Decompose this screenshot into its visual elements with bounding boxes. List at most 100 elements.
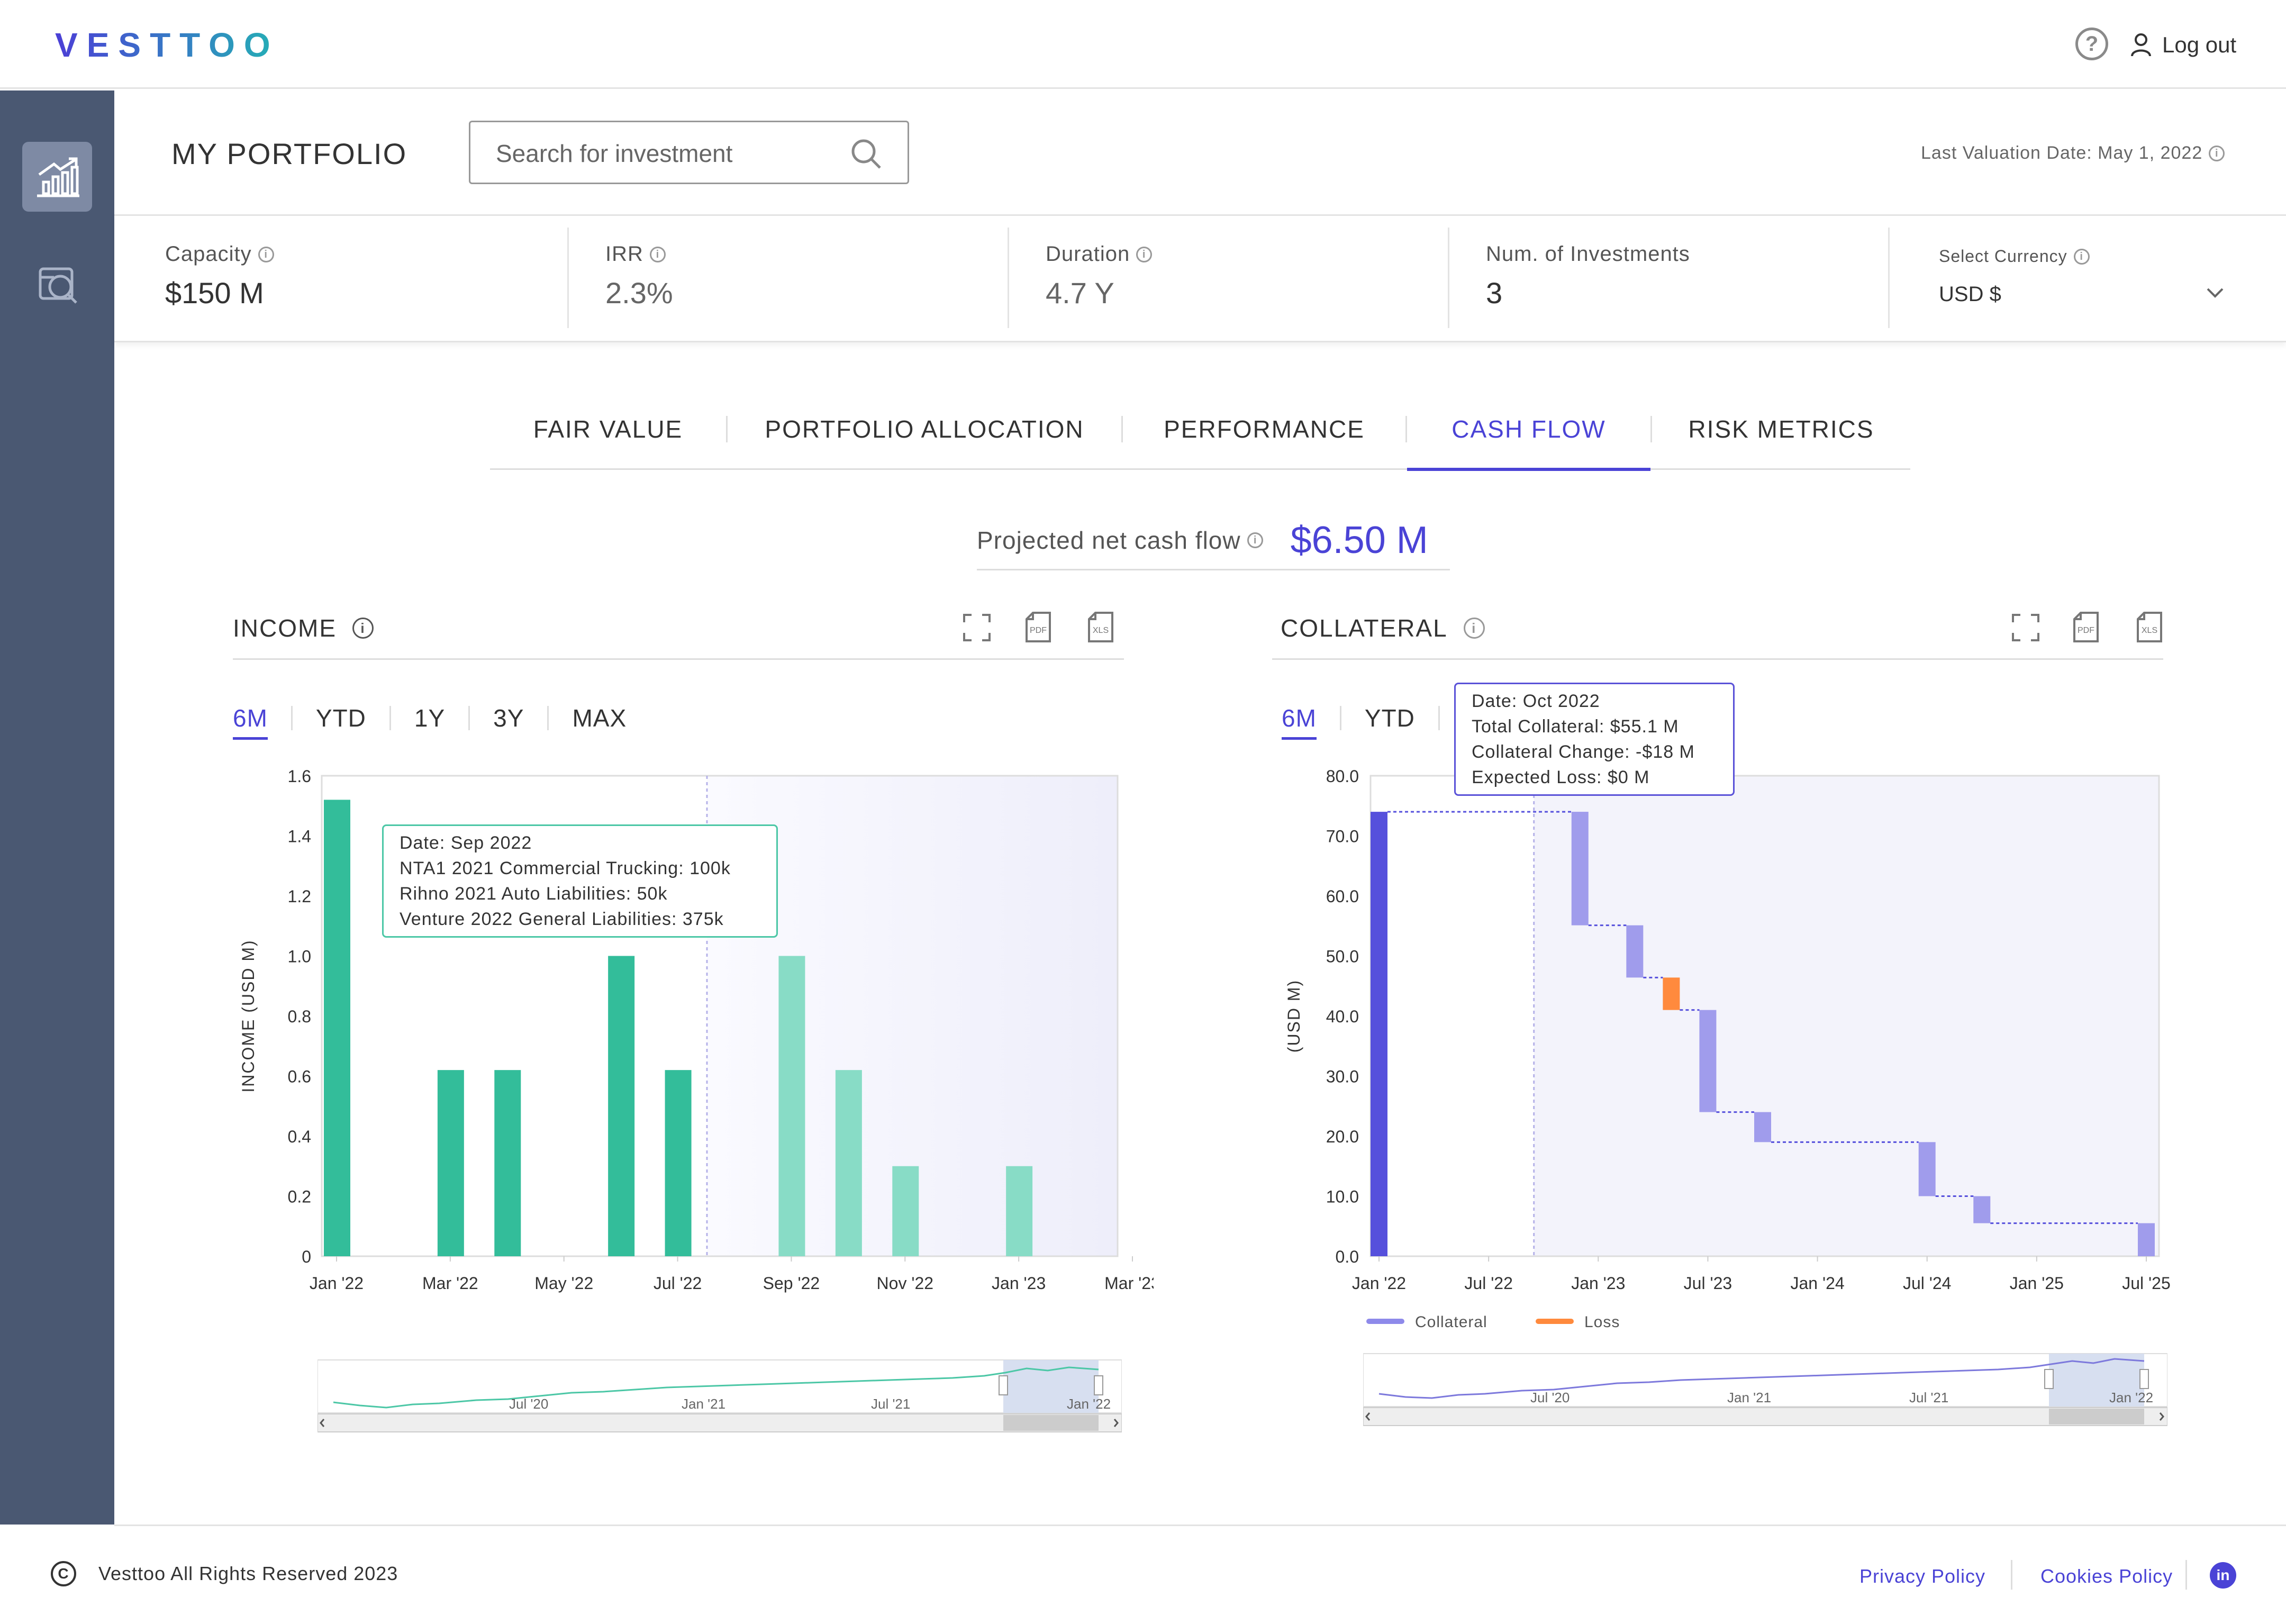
info-icon[interactable]: i bbox=[1247, 532, 1263, 548]
legend-swatch bbox=[1366, 1319, 1404, 1324]
collateral-bar bbox=[1371, 812, 1387, 1256]
tab-bar: FAIR VALUE PORTFOLIO ALLOCATION PERFORMA… bbox=[490, 389, 1910, 471]
x-tick-label: Jan '22 bbox=[310, 1274, 364, 1293]
bar bbox=[608, 956, 635, 1256]
y-tick-label: 80.0 bbox=[1326, 767, 1359, 786]
linkedin-icon[interactable]: in bbox=[2210, 1562, 2236, 1589]
privacy-policy-link[interactable]: Privacy Policy bbox=[1859, 1565, 1986, 1587]
range-separator bbox=[1339, 706, 1341, 730]
stat-label: Capacity bbox=[165, 242, 252, 266]
info-icon[interactable]: i bbox=[1463, 618, 1485, 639]
stat-label: Duration bbox=[1046, 242, 1130, 266]
x-tick-label: Jul '24 bbox=[1903, 1274, 1952, 1293]
stat-value: 2.3% bbox=[605, 276, 673, 310]
tab-risk-metrics[interactable]: RISK METRICS bbox=[1688, 415, 1874, 443]
info-icon[interactable]: i bbox=[649, 246, 666, 262]
collateral-range-selector: 6M YTD bbox=[1282, 704, 1440, 740]
navigator-label: Jan '22 bbox=[1067, 1396, 1111, 1412]
y-tick-label: 0.2 bbox=[288, 1187, 311, 1206]
y-tick-label: 10.0 bbox=[1326, 1187, 1359, 1206]
y-tick-label: 0.6 bbox=[288, 1067, 311, 1086]
collateral-bar bbox=[1973, 1196, 1991, 1223]
tooltip-line: Collateral Change: -$18 M bbox=[1472, 742, 1695, 762]
help-icon[interactable]: ? bbox=[2075, 28, 2108, 60]
pdf-icon[interactable]: PDF bbox=[2071, 610, 2103, 645]
stat-irr: IRR i 2.3% bbox=[605, 242, 673, 310]
range-3y[interactable]: 3Y bbox=[493, 704, 524, 732]
income-rule bbox=[233, 658, 1124, 660]
footer-separator bbox=[2011, 1560, 2012, 1590]
collateral-rule bbox=[1272, 658, 2163, 660]
xls-icon[interactable]: XLS bbox=[2135, 610, 2166, 645]
page-title: MY PORTFOLIO bbox=[171, 137, 407, 170]
y-tick-label: 1.4 bbox=[288, 827, 311, 846]
xls-label: XLS bbox=[1093, 626, 1109, 635]
navigator-label: Jan '21 bbox=[1727, 1390, 1771, 1405]
pdf-label: PDF bbox=[1030, 626, 1047, 635]
navigator-label: Jul '21 bbox=[871, 1396, 910, 1412]
plot-frame bbox=[321, 775, 1119, 1257]
cookies-policy-link[interactable]: Cookies Policy bbox=[2040, 1565, 2173, 1587]
stat-label: Num. of Investments bbox=[1486, 242, 1690, 266]
sidebar bbox=[0, 90, 114, 1525]
collateral-navigator[interactable]: Jul '20 Jan '21 Jul '21 Jan '22 bbox=[1363, 1348, 2167, 1428]
y-tick-label: 0.0 bbox=[1336, 1247, 1359, 1266]
tooltip-line: Expected Loss: $0 M bbox=[1472, 767, 1650, 787]
xls-icon[interactable]: XLS bbox=[1086, 610, 1118, 645]
y-tick-label: 30.0 bbox=[1326, 1067, 1359, 1086]
range-separator bbox=[547, 706, 549, 730]
logout-label: Log out bbox=[2162, 32, 2237, 57]
last-valuation-text: Last Valuation Date: May 1, 2022 bbox=[1921, 143, 2203, 163]
nav-portfolio-chart-icon[interactable] bbox=[22, 142, 92, 212]
stat-divider bbox=[567, 228, 569, 328]
collateral-tooltip: Date: Oct 2022 Total Collateral: $55.1 M… bbox=[1454, 683, 1735, 796]
collateral-chart: 0.0 10.0 20.0 30.0 40.0 50.0 60.0 70.0 80.0 (USD … bbox=[1284, 741, 2171, 1331]
range-6m[interactable]: 6M bbox=[1282, 704, 1340, 740]
range-max[interactable]: MAX bbox=[572, 704, 627, 732]
currency-select[interactable]: USD $ bbox=[1939, 283, 2225, 306]
info-icon[interactable]: i bbox=[2209, 145, 2225, 161]
expand-icon[interactable] bbox=[2011, 613, 2040, 642]
footer-rule bbox=[114, 1525, 2286, 1526]
tab-cash-flow[interactable]: CASH FLOW bbox=[1407, 389, 1650, 471]
range-6m[interactable]: 6M bbox=[233, 704, 291, 740]
collateral-bar bbox=[1699, 1010, 1717, 1112]
navigator-label: Jul '20 bbox=[509, 1396, 548, 1412]
legend-label: Loss bbox=[1584, 1313, 1620, 1331]
tooltip-line: Date: Sep 2022 bbox=[400, 833, 532, 853]
tab-portfolio-allocation[interactable]: PORTFOLIO ALLOCATION bbox=[765, 415, 1084, 443]
y-tick-label: 0 bbox=[302, 1247, 311, 1266]
search-box[interactable] bbox=[469, 121, 909, 184]
search-input[interactable] bbox=[496, 138, 840, 169]
tab-performance[interactable]: PERFORMANCE bbox=[1164, 415, 1365, 443]
x-tick-label: Jan '23 bbox=[992, 1274, 1046, 1293]
projected-net-cash-flow: Projected net cash flow i $6.50 M bbox=[977, 511, 1450, 570]
range-ytd[interactable]: YTD bbox=[315, 704, 366, 732]
tooltip-line: NTA1 2021 Commercial Trucking: 100k bbox=[400, 858, 731, 878]
pdf-icon[interactable]: PDF bbox=[1023, 610, 1055, 645]
bar bbox=[665, 1070, 692, 1256]
tooltip-line: Date: Oct 2022 bbox=[1472, 691, 1600, 711]
info-icon[interactable]: i bbox=[1136, 246, 1153, 262]
range-1y[interactable]: 1Y bbox=[414, 704, 446, 732]
info-icon[interactable]: i bbox=[352, 618, 374, 639]
range-ytd[interactable]: YTD bbox=[1364, 704, 1415, 732]
nav-reports-icon[interactable] bbox=[33, 259, 81, 308]
expand-icon[interactable] bbox=[962, 613, 992, 642]
info-icon[interactable]: i bbox=[258, 246, 274, 262]
bar bbox=[892, 1166, 919, 1256]
x-tick-label: Jul '23 bbox=[1684, 1274, 1732, 1293]
projected-value: $6.50 M bbox=[1290, 519, 1428, 561]
bar bbox=[778, 956, 805, 1256]
stat-divider bbox=[1888, 228, 1890, 328]
stat-num-investments: Num. of Investments 3 bbox=[1486, 242, 1690, 310]
info-icon[interactable]: i bbox=[2073, 248, 2090, 265]
stat-value: 3 bbox=[1486, 276, 1503, 310]
tab-fair-value[interactable]: FAIR VALUE bbox=[533, 415, 683, 443]
income-navigator[interactable]: Jul '20 Jan '21 Jul '21 Jan '22 bbox=[318, 1355, 1122, 1434]
logout-button[interactable]: Log out bbox=[2130, 28, 2236, 62]
income-tooltip: Date: Sep 2022 NTA1 2021 Commercial Truc… bbox=[382, 824, 778, 938]
chevron-down-icon[interactable] bbox=[2206, 283, 2225, 302]
search-icon[interactable] bbox=[850, 138, 882, 170]
vesttoo-logo[interactable]: VESTTOO bbox=[55, 26, 279, 64]
